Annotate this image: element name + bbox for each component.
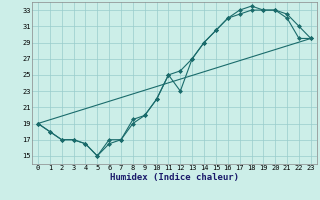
X-axis label: Humidex (Indice chaleur): Humidex (Indice chaleur)	[110, 173, 239, 182]
